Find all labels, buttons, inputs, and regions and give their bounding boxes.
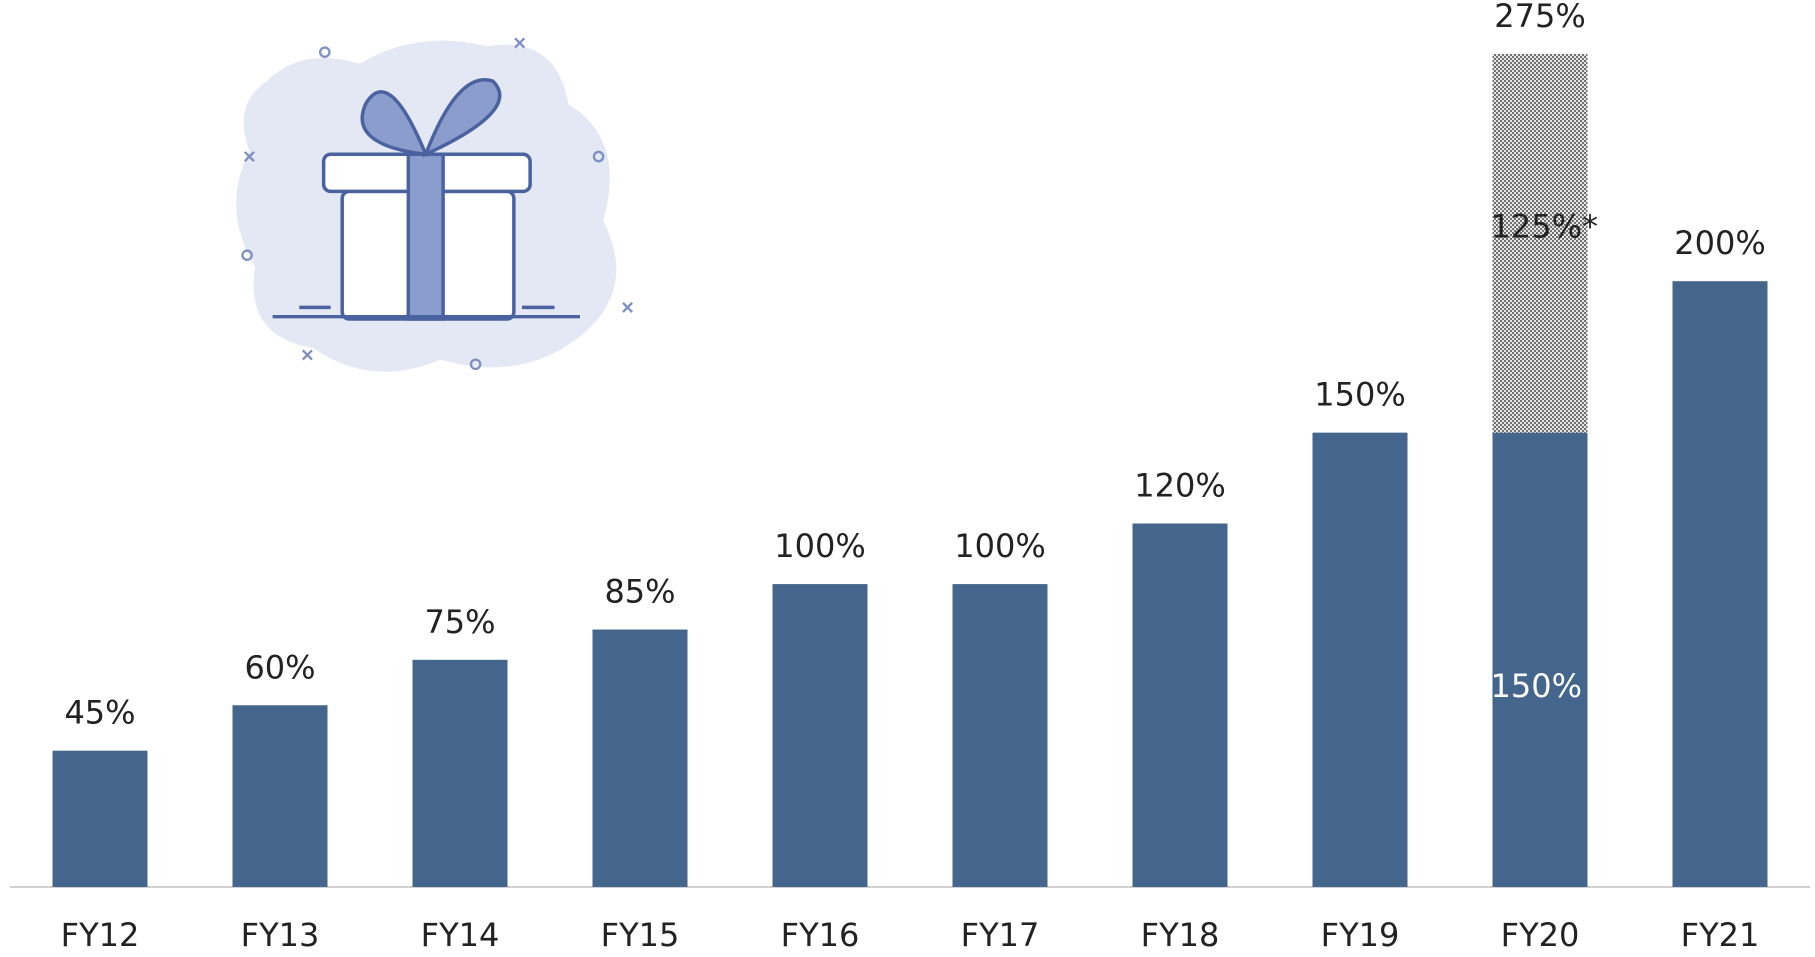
segment-label: 150% xyxy=(1491,667,1582,705)
x-tick-label: FY16 xyxy=(781,916,860,954)
bar-segment xyxy=(592,629,688,887)
x-tick-label: FY17 xyxy=(961,916,1040,954)
x-tick-label: FY19 xyxy=(1321,916,1400,954)
total-label: 75% xyxy=(424,603,495,641)
total-label: 100% xyxy=(774,527,865,565)
total-label: 45% xyxy=(64,694,135,732)
total-label: 150% xyxy=(1314,376,1405,414)
total-label: 85% xyxy=(604,573,675,611)
bar-segment xyxy=(952,584,1048,887)
x-tick-label: FY13 xyxy=(241,916,320,954)
x-tick-label: FY18 xyxy=(1141,916,1220,954)
bar-segment xyxy=(772,584,868,887)
bar-segment xyxy=(1492,432,1588,887)
total-label: 120% xyxy=(1134,467,1225,505)
bar-segment xyxy=(232,705,328,887)
total-label: 60% xyxy=(244,648,315,686)
total-label: 200% xyxy=(1674,224,1765,262)
x-tick-label: FY12 xyxy=(61,916,140,954)
total-label: 100% xyxy=(954,527,1045,565)
x-tick-label: FY21 xyxy=(1681,916,1760,954)
bar-segment xyxy=(1672,281,1768,887)
bar-segment xyxy=(52,750,148,887)
total-label: 275% xyxy=(1494,0,1585,35)
bar-segment xyxy=(1132,523,1228,887)
bar-segment xyxy=(1312,432,1408,887)
segment-label: 125%* xyxy=(1491,207,1598,245)
bar-segment xyxy=(412,659,508,887)
x-tick-label: FY20 xyxy=(1501,916,1580,954)
x-tick-label: FY14 xyxy=(421,916,500,954)
bar-segment xyxy=(1492,54,1588,433)
gift-illustration xyxy=(236,37,634,372)
x-tick-label: FY15 xyxy=(601,916,680,954)
